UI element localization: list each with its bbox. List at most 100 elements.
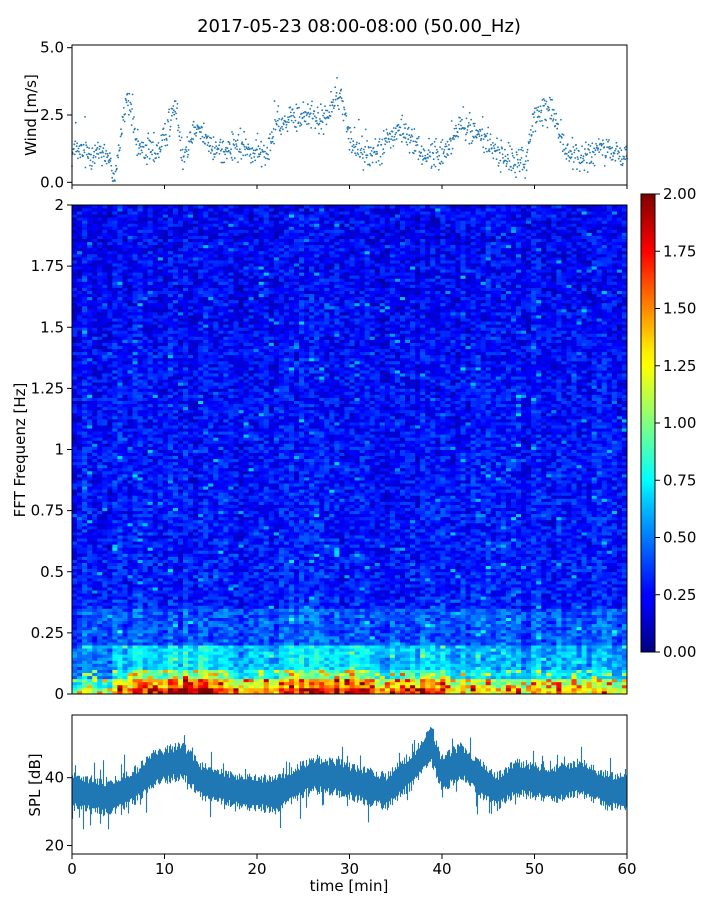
wind-point <box>542 98 545 100</box>
wind-point <box>84 116 86 118</box>
spectrogram-cell <box>107 403 113 408</box>
spectrogram-cell <box>167 373 174 377</box>
wind-point <box>96 152 98 155</box>
spectrogram-cell <box>102 571 108 576</box>
spectrogram-cell <box>157 421 164 426</box>
spectrogram-cell <box>72 498 78 502</box>
spectrogram-cell <box>167 519 174 524</box>
spectrogram-cell <box>87 250 93 255</box>
wind-point <box>601 143 603 146</box>
spectrogram-cell <box>183 431 189 435</box>
spectrogram-cell <box>188 587 194 591</box>
wind-point <box>523 166 526 169</box>
spectrogram-cell <box>142 220 149 224</box>
wind-point <box>360 147 363 150</box>
wind-point <box>110 164 113 167</box>
spectrogram-cell <box>183 605 189 609</box>
spectrogram-cell <box>77 315 83 319</box>
spectrogram-cell <box>162 528 169 533</box>
spectrogram-cell <box>77 238 83 243</box>
wind-point <box>388 140 391 143</box>
spectrogram-cell <box>77 400 83 405</box>
spectrogram-cell <box>177 455 184 460</box>
spectrogram-cell <box>97 467 103 472</box>
spectrogram-cell <box>132 437 138 441</box>
wind-point <box>316 122 318 125</box>
wind-point <box>344 112 347 115</box>
spectrogram-cell <box>172 250 179 255</box>
spectrogram-cell <box>82 455 88 460</box>
spectrogram-cell <box>72 434 78 438</box>
spectrogram-cell <box>87 507 93 512</box>
spectrogram-cell <box>162 565 169 570</box>
wind-point <box>244 148 246 151</box>
spectrogram-cell <box>147 513 154 518</box>
spectrogram-cell <box>172 336 179 340</box>
spectrogram-cell <box>152 651 159 655</box>
spectrogram-cell <box>157 455 164 460</box>
wind-point <box>317 111 319 114</box>
spectrogram-cell <box>183 345 189 350</box>
wind-point <box>87 157 90 160</box>
spectrogram-cell <box>142 672 149 677</box>
spectrogram-cell <box>87 373 93 377</box>
spectrogram-cell <box>127 486 133 490</box>
spectrogram-cell <box>87 421 93 426</box>
wind-point <box>233 144 236 147</box>
spectrogram-cell <box>183 363 189 368</box>
spectrogram-cell <box>77 648 83 652</box>
spectrogram-cell <box>188 556 194 560</box>
spectrogram-cell <box>183 599 189 603</box>
spectrogram-cell <box>167 587 174 591</box>
wind-point <box>113 173 115 175</box>
spectrogram-cell <box>72 528 78 533</box>
spectrogram-cell <box>72 556 78 560</box>
spectrogram-cell <box>107 278 113 282</box>
spectrogram-cell <box>102 247 108 252</box>
spectrogram-cell <box>147 648 154 652</box>
spectrogram-cell <box>177 205 184 209</box>
wind-point <box>467 124 470 127</box>
spectrogram-cell <box>107 464 113 469</box>
wind-point <box>404 127 406 130</box>
wind-point <box>436 156 439 158</box>
spectrogram-cell <box>107 467 113 472</box>
spectrogram-cell <box>177 253 184 258</box>
spectrogram-cell <box>162 635 169 640</box>
spectrogram-cell <box>132 217 138 221</box>
wind-point <box>201 126 203 129</box>
spectrogram-cell <box>162 498 169 502</box>
spectrogram-cell <box>117 477 123 481</box>
spectrogram-cell <box>82 602 88 606</box>
spectrogram-cell <box>97 602 103 606</box>
spectrogram-cell <box>87 477 93 481</box>
wind-point <box>366 140 368 142</box>
spectrogram-cell <box>167 648 174 652</box>
spectrogram-cell <box>112 464 118 469</box>
wind-point <box>366 154 369 157</box>
spectrogram-cell <box>137 373 144 377</box>
spectrogram-cell <box>77 256 83 261</box>
spectrogram-cell <box>177 638 184 643</box>
spectrogram-cell <box>183 403 189 408</box>
spectrogram-cell <box>137 241 144 246</box>
wind-point <box>405 123 407 125</box>
wind-point <box>606 151 609 154</box>
spectrogram-cell <box>72 370 78 374</box>
spectrogram-cell <box>147 256 154 261</box>
spectrogram-cell <box>188 452 194 457</box>
spectrogram-cell <box>82 590 88 594</box>
wind-point <box>319 103 322 106</box>
wind-point <box>516 153 518 156</box>
spectrogram-cell <box>112 522 118 527</box>
spectrogram-cell <box>177 345 184 350</box>
spectrogram-cell <box>183 642 189 646</box>
spectrogram-cell <box>137 226 144 230</box>
spectrogram-cell <box>137 321 144 325</box>
spectrogram-cell <box>183 583 189 588</box>
spectrogram-cell <box>157 373 164 377</box>
spectrogram-cell <box>97 669 103 674</box>
spectrogram-cell <box>167 357 174 362</box>
spectrogram-cell <box>188 541 194 545</box>
spectrogram-cell <box>183 559 189 563</box>
